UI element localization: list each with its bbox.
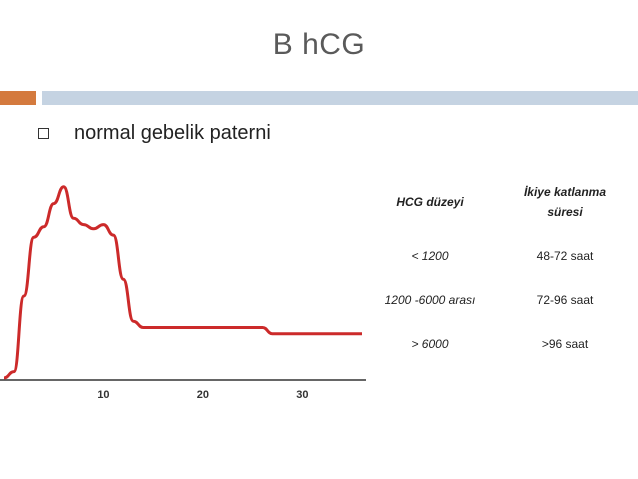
table-cell-level: 1200 -6000 arası: [384, 293, 476, 307]
table-row: 1200 -6000 arası 72-96 saat: [360, 278, 630, 322]
table-header-time: İkiye katlanma süresi: [500, 182, 630, 222]
table-cell-time: 48-72 saat: [536, 249, 594, 263]
checkbox-bullet-icon: [38, 127, 49, 139]
table-header-row: HCG düzeyi İkiye katlanma süresi: [360, 170, 630, 234]
table-cell-level: < 1200: [411, 249, 449, 263]
x-tick-label: 30: [296, 389, 308, 401]
x-tick-label: 20: [197, 389, 209, 401]
table-row: > 6000 >96 saat: [360, 322, 630, 366]
x-tick-label: 10: [97, 389, 109, 401]
bullet-item: normal gebelik paterni: [38, 118, 271, 148]
table-header-time-line1: İkiye katlanma: [523, 185, 607, 199]
table-header-level: HCG düzeyi: [396, 195, 464, 209]
chart-svg: 10 20 30: [0, 185, 366, 401]
bullet-text: normal gebelik paterni: [74, 121, 271, 144]
table-cell-time: >96 saat: [541, 337, 589, 351]
title-rule: [42, 91, 638, 105]
title-rule-accent: [0, 91, 36, 105]
table-header-time-line2: süresi: [547, 205, 583, 219]
series-line: [3, 185, 362, 380]
table-row: < 1200 48-72 saat: [360, 234, 630, 278]
hcg-chart: 10 20 30: [0, 160, 366, 410]
table-cell-level: > 6000: [411, 337, 449, 351]
hcg-table: HCG düzeyi İkiye katlanma süresi < 1200 …: [360, 170, 630, 366]
table-cell-time: 72-96 saat: [536, 293, 594, 307]
slide-title: B hCG: [272, 28, 366, 61]
